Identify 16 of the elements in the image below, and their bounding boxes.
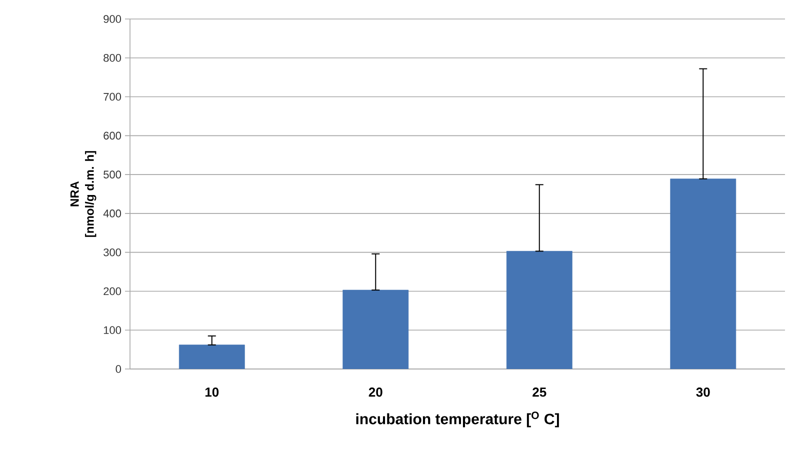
y-tick-label: 800	[104, 54, 122, 62]
y-tick-label: 300	[104, 248, 122, 256]
y-tick-label: 400	[103, 210, 122, 218]
y-tick-label: 700	[104, 92, 122, 101]
y-tick-label: 200	[104, 287, 122, 296]
y-axis-title: NRA [nmol/g d.m. h]	[70, 151, 96, 237]
y-tick-label: 900	[104, 15, 122, 23]
x-tick-label: 30	[696, 388, 710, 397]
x-tick-label: 25	[532, 388, 546, 397]
x-tick-label: 20	[368, 388, 382, 397]
y-tick-label: 0	[116, 365, 122, 373]
x-axis-title: incubation temperature [$^{O}$ C]	[356, 412, 559, 428]
x-tick-label: 10	[205, 388, 219, 397]
y-tick-label: 500	[104, 170, 122, 178]
y-tick-label: 600	[104, 132, 122, 140]
y-tick-label: 100	[104, 326, 122, 334]
